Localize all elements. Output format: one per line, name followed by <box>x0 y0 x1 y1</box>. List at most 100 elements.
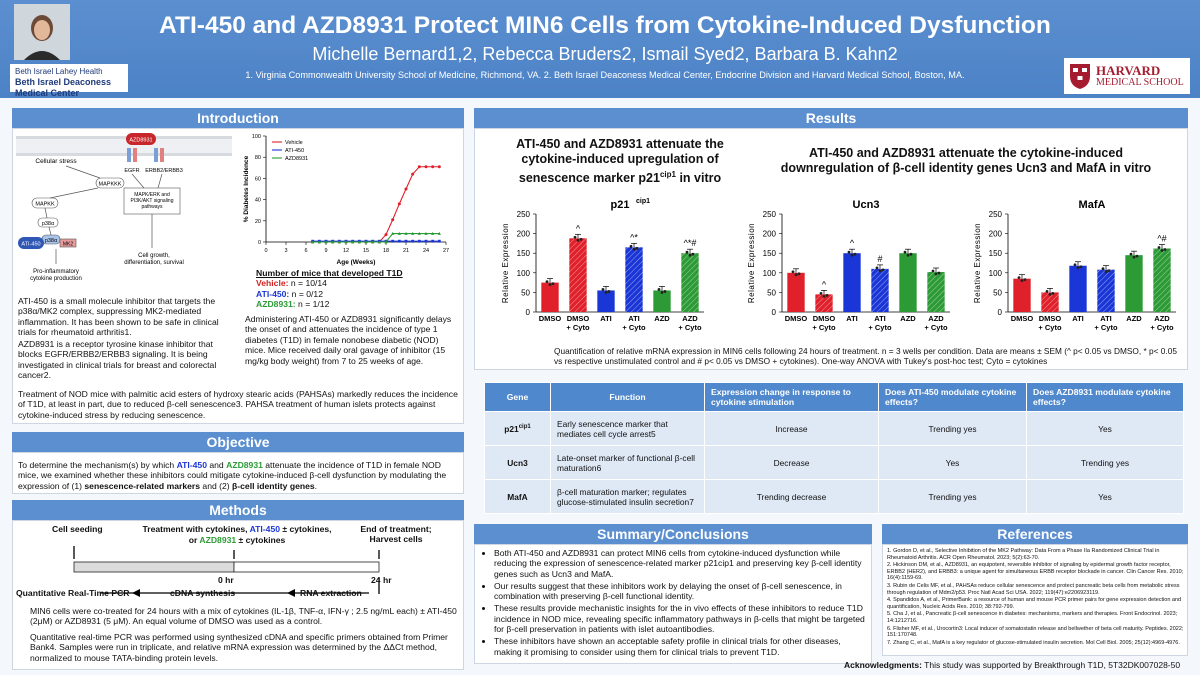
series-point <box>404 231 408 235</box>
series-point <box>391 231 395 235</box>
significance-label: ^*# <box>684 238 697 248</box>
category-label-2: + Cyto <box>1150 323 1174 332</box>
significance-label: # <box>877 254 882 264</box>
table-header-ati: Does ATI-450 modulate cytokine effects? <box>878 382 1027 412</box>
poster-authors: Michelle Bernard1,2, Rebecca Bruders2, I… <box>312 44 898 64</box>
y-tick-label: 100 <box>517 269 531 278</box>
category-label: AZD <box>682 314 698 323</box>
series-point <box>397 239 401 243</box>
x-tick-label: 0 <box>264 248 267 254</box>
bar-0 <box>541 282 559 312</box>
data-point <box>906 253 910 257</box>
incidence-chart: 0 20 40 60 80 100 0 3 6 9 12 15 18 21 24 27 Age (Weeks)%… <box>243 134 449 266</box>
legend-label: Vehicle <box>285 140 303 146</box>
bar-3 <box>1097 269 1115 312</box>
signaling-diagram: Cellular stress MAPKKK MAPKK p38α p38α M… <box>16 133 232 282</box>
data-point <box>903 250 907 254</box>
table-cell-change: Trending decrease <box>704 479 879 514</box>
mice-ati-label: ATI-450: <box>256 288 290 299</box>
chart-title: MafA <box>1079 199 1106 211</box>
x-tick-label: 15 <box>363 248 369 254</box>
method-treatment-line2: or AZD8931 ± cytokines <box>188 535 286 545</box>
data-point <box>1073 263 1077 267</box>
data-point <box>1163 248 1167 251</box>
mafa-bar-chart: MafA 0 50 100 150 200 250 Relative Expression DM… <box>973 199 1176 332</box>
results-heading-1: ATI-450 and AZD8931 attenuate the cytoki… <box>516 137 724 186</box>
bar-4 <box>899 253 917 312</box>
bar-4 <box>653 290 671 312</box>
data-point <box>850 253 854 257</box>
data-point <box>794 273 798 277</box>
data-point <box>601 288 605 291</box>
table-cell-gene: Ucn3 <box>484 445 551 480</box>
data-point <box>545 280 549 283</box>
series-point <box>371 240 375 244</box>
intro-azd-paragraph: AZD8931 is a receptor tyrosine kinase in… <box>18 339 217 381</box>
data-point <box>579 237 583 241</box>
x-tick-label: 24 <box>423 248 429 254</box>
list-item: Our results suggest that these inhibitor… <box>494 581 866 602</box>
references-heading: References <box>882 524 1188 544</box>
summary-list: Both ATI-450 and AZD8931 can protect MIN… <box>482 548 866 659</box>
x-tick-label: 3 <box>284 248 287 254</box>
y-tick-label: 50 <box>993 288 1002 297</box>
reference-item: 7. Zhang C, et al., MafA is a key regula… <box>887 639 1180 646</box>
data-point <box>607 290 611 293</box>
data-point <box>797 272 801 276</box>
methods-timeline <box>73 546 380 597</box>
diagram-mapkkk: MAPKKK <box>99 182 122 188</box>
series-point <box>377 240 381 244</box>
chart-title: Ucn3 <box>853 199 880 211</box>
methods-heading: Methods <box>12 500 464 520</box>
series-point <box>431 231 435 235</box>
presenter-avatar-icon <box>14 4 70 60</box>
x-tick-label: 27 <box>443 248 449 254</box>
mice-vehicle-label: Vehicle: <box>256 278 289 289</box>
summary-table: Gene Function Expression change in respo… <box>484 382 1184 514</box>
category-label-2: + Cyto <box>566 323 590 332</box>
series-point <box>384 240 388 244</box>
y-tick-label: 200 <box>989 230 1003 239</box>
harvard-logo: HARVARD MEDICAL SCHOOL <box>1064 58 1190 94</box>
data-point <box>819 291 823 295</box>
bidmc-logo-line1: Beth Israel Lahey Health <box>15 67 103 76</box>
x-tick-label: 9 <box>324 248 327 254</box>
diagram-erbb: ERBB2/ERBB3 <box>145 168 183 174</box>
y-tick-label: 150 <box>517 249 531 258</box>
results-panel <box>474 128 1188 370</box>
bar-1 <box>569 238 587 312</box>
data-point <box>825 293 829 297</box>
y-tick-label: 80 <box>255 155 261 161</box>
y-tick-label: 200 <box>517 230 531 239</box>
series-point <box>344 240 348 244</box>
data-point <box>1135 254 1139 258</box>
y-tick-label: 0 <box>258 240 261 246</box>
table-cell-gene: MafA <box>484 479 551 514</box>
x-tick-label: 12 <box>343 248 349 254</box>
y-tick-label: 100 <box>989 269 1003 278</box>
table-cell-function: β-cell maturation marker; regulates gluc… <box>550 479 705 514</box>
series-point <box>311 240 315 244</box>
y-tick-label: 0 <box>998 308 1003 317</box>
series-point <box>317 240 321 244</box>
mice-vehicle-value: n = 10/14 <box>290 278 327 289</box>
method-cell-seeding: Cell seeding <box>52 524 103 534</box>
table-header-change: Expression change in response to cytokin… <box>704 382 879 412</box>
y-tick-label: 100 <box>763 269 777 278</box>
objective-heading: Objective <box>12 432 464 452</box>
table-cell-ati: Trending yes <box>878 411 1027 446</box>
series-point <box>384 233 388 237</box>
reference-item: 6. Flisher MF, et al., Urocortin3: Local… <box>887 625 1184 639</box>
table-header-function: Function <box>550 382 705 412</box>
diagram-p38a-1: p38α <box>42 221 55 227</box>
reference-item: 3. Rubin de Celis MF, et al., PAHSAs red… <box>887 582 1180 596</box>
series-point <box>404 239 408 243</box>
poster-header <box>0 0 1200 98</box>
category-label-2: + Cyto <box>622 323 646 332</box>
series-point <box>351 240 355 244</box>
series-line-vehicle <box>312 166 440 243</box>
data-point <box>660 291 664 294</box>
introduction-panel <box>12 128 464 424</box>
series-point <box>337 240 341 244</box>
y-tick-label: 250 <box>517 210 531 219</box>
